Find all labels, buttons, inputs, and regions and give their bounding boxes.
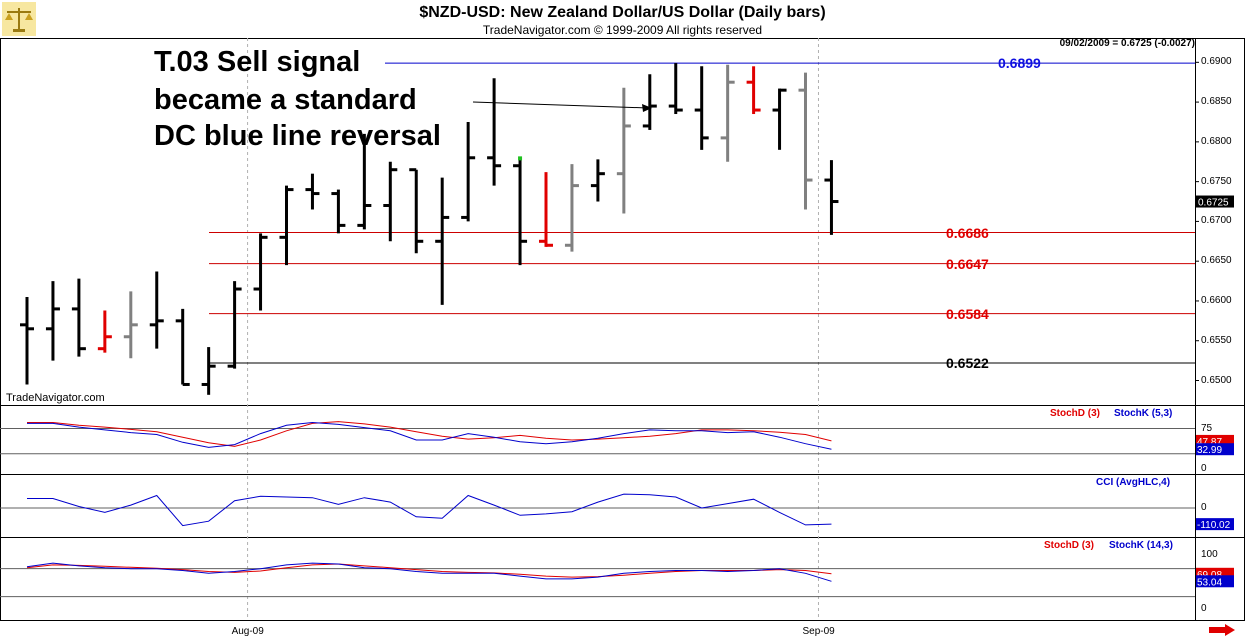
watermark: TradeNavigator.com [6, 392, 105, 404]
signal-marker [518, 156, 523, 161]
price-readout: 09/02/2009 = 0.6725 (-0.0027) [1059, 38, 1195, 49]
annotation-line-1: T.03 Sell signal [154, 46, 361, 78]
y-tick-label: 0.6550 [1201, 334, 1232, 346]
level-label: 0.6899 [998, 55, 1041, 72]
annotation-arrow-line [472, 101, 649, 109]
indicator-last-box [1196, 575, 1234, 588]
indicator-y-tick: 0 [1201, 502, 1207, 513]
indicator-y-tick: 0 [1201, 603, 1207, 614]
last-price-label: 0.6725 [1198, 198, 1229, 209]
y-tick-label: 0.6650 [1201, 255, 1232, 267]
y-tick-label: 0.6500 [1201, 374, 1232, 386]
annotation-line-2: became a standard [154, 84, 417, 116]
indicator-last-box [1196, 518, 1234, 531]
x-tick-label: Aug-09 [231, 626, 264, 637]
y-tick-label: 0.6850 [1201, 96, 1232, 108]
indicator-last-box [1196, 443, 1234, 456]
stoch-slow-k-label: StochK (14,3) [1109, 540, 1173, 551]
chart-title: $NZD-USD: New Zealand Dollar/US Dollar (… [419, 4, 826, 21]
chart-subtitle: TradeNavigator.com © 1999-2009 All right… [482, 23, 763, 37]
scales-logo-icon [2, 2, 36, 36]
cci-label: CCI (AvgHLC,4) [1096, 477, 1171, 488]
y-tick-label: 0.6750 [1201, 175, 1232, 187]
y-tick-label: 0.6700 [1201, 215, 1232, 227]
y-tick-label: 0.6600 [1201, 294, 1232, 306]
indicator-series-line [26, 562, 832, 582]
indicator-series-line [27, 421, 832, 450]
stoch-fast-k-label: StochK (5,3) [1114, 408, 1173, 419]
scroll-right-arrow-icon[interactable] [1209, 624, 1235, 636]
indicator-y-tick: 0 [1201, 463, 1207, 474]
stoch-fast-d-label: StochD (3) [1050, 408, 1100, 419]
indicator-last-label: 53.04 [1197, 577, 1222, 588]
indicator-series-line [27, 493, 832, 527]
annotation-arrowhead [642, 104, 652, 112]
stoch-slow-d-label: StochD (3) [1044, 540, 1094, 551]
y-tick-label: 0.6800 [1201, 135, 1232, 147]
last-price-box [1196, 195, 1234, 208]
level-label: 0.6686 [946, 224, 989, 241]
indicator-last-label: 47.87 [1197, 437, 1222, 448]
level-label: 0.6584 [946, 305, 989, 322]
indicator-y-tick: 100 [1201, 548, 1218, 560]
x-tick-label: Sep-09 [802, 626, 835, 637]
level-label: 0.6522 [946, 355, 989, 371]
level-label: 0.6647 [946, 255, 989, 272]
y-tick-label: 0.6900 [1201, 56, 1232, 68]
indicator-last-label: -110.02 [1197, 520, 1231, 531]
indicator-y-tick: 75 [1201, 422, 1213, 434]
annotation-line-3: DC blue line reversal [154, 120, 441, 152]
indicator-last-label: 32.99 [1197, 445, 1222, 456]
